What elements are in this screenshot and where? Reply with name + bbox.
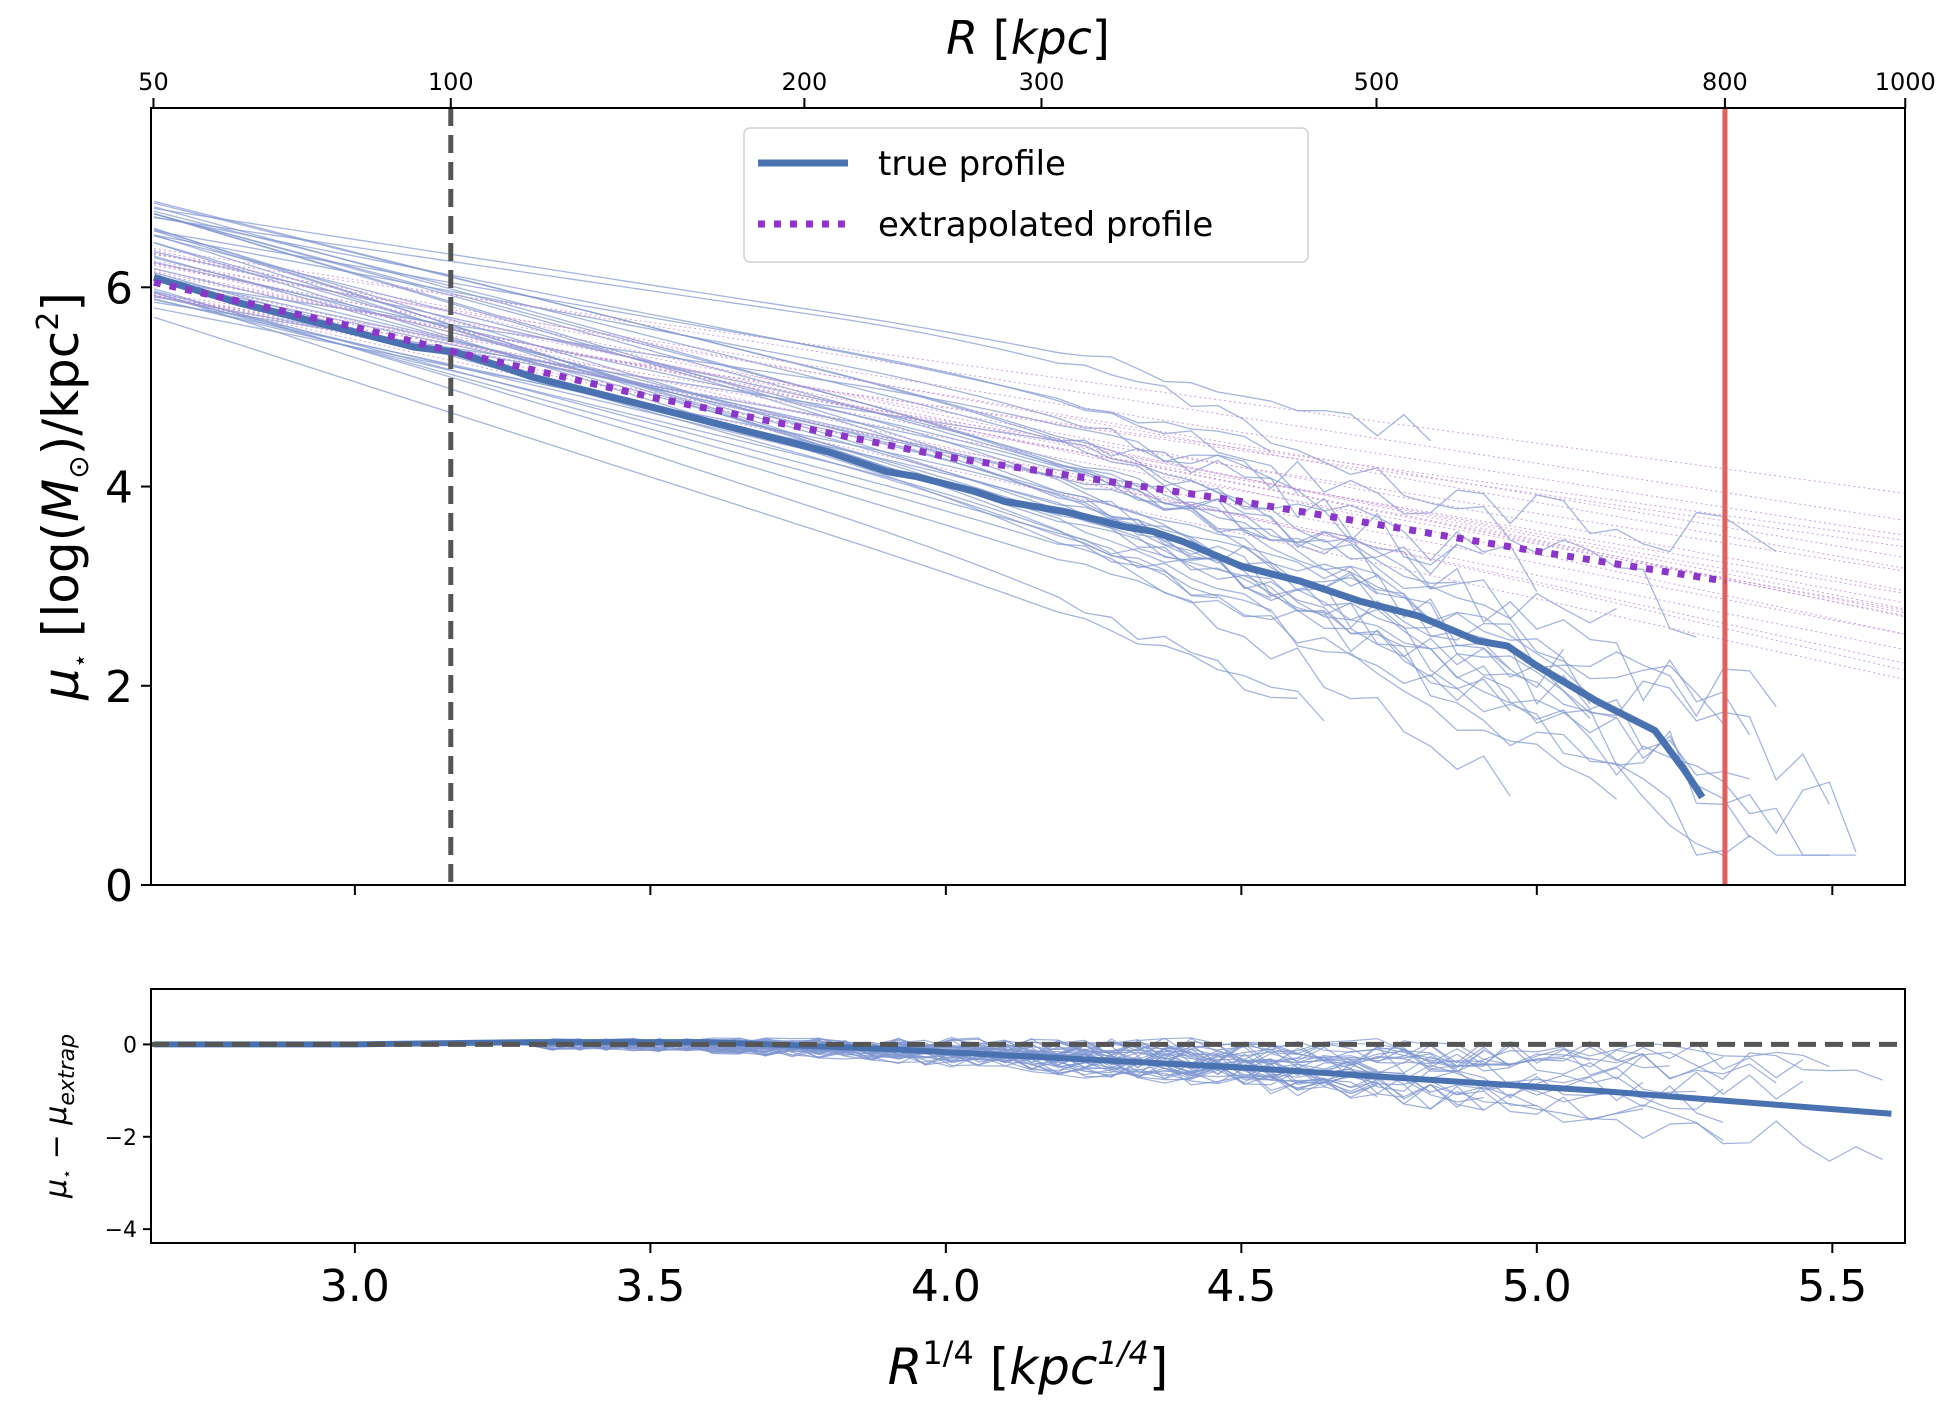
- legend-box: [743, 127, 1309, 263]
- background-extrapolation: [153, 294, 1904, 611]
- background-profile: [153, 216, 1697, 638]
- main-y-ticks: 0 2 4 6: [105, 263, 151, 912]
- main-panel: 0 2 4 6 50 100 200 300 500 800 1000: [105, 68, 1936, 912]
- background-profile: [153, 230, 1298, 495]
- top-x-tick-label: 800: [1702, 68, 1748, 96]
- background-profile: [153, 294, 1750, 780]
- background-extrapolation: [153, 271, 1904, 613]
- x-tick-label: 3.0: [320, 1261, 390, 1312]
- residual-frame: [150, 988, 1906, 1244]
- background-profile: [153, 212, 1617, 624]
- background-extrapolation: [153, 263, 1904, 536]
- background-extrapolation: [153, 260, 1904, 558]
- top-x-tick-label: 500: [1354, 68, 1400, 96]
- background-profile: [153, 229, 1272, 599]
- background-profile: [153, 216, 1272, 453]
- background-profile: [153, 290, 1511, 670]
- residual-y-ticks: 0 −2 −4: [105, 1033, 151, 1243]
- legend: true profile extrapolated profile: [743, 127, 1309, 263]
- background-profile: [153, 241, 1777, 718]
- x-tick-label: 5.0: [1502, 1261, 1572, 1312]
- residual-y-tick-label: −2: [105, 1126, 137, 1151]
- background-profile: [153, 227, 1618, 800]
- residual-y-tick-label: 0: [123, 1033, 137, 1058]
- main-x-ticks: [353, 885, 1834, 895]
- background-profile: [153, 210, 1484, 566]
- background-profile: [153, 213, 1564, 689]
- background-profile: [153, 288, 1857, 853]
- residual-y-tick-label: −4: [105, 1218, 137, 1243]
- background-profile: [153, 202, 1751, 736]
- background-profile: [153, 234, 1352, 536]
- true-profile-line: [152, 273, 1706, 800]
- background-extrapolation: [153, 294, 1904, 680]
- top-x-tick-label: 100: [428, 68, 474, 96]
- background-profile: [153, 235, 1219, 557]
- x-tick-label: 4.5: [1206, 1261, 1276, 1312]
- background-extrapolation: [153, 263, 1904, 609]
- background-profile: [153, 278, 1458, 575]
- background-profile: [153, 267, 1591, 705]
- background-profile: [153, 207, 1431, 442]
- top-x-axis-title: R [kpc]: [946, 11, 1110, 65]
- top-x-tick-label: 50: [138, 68, 169, 96]
- background-extrapolation: [153, 273, 1904, 603]
- background-extrapolation: [153, 293, 1904, 594]
- background-extrapolation: [153, 296, 1904, 541]
- residual-mean-line: [154, 1039, 1892, 1117]
- main-series: [152, 108, 1728, 885]
- top-x-tick-label: 1000: [1875, 68, 1936, 96]
- top-x-tick-label: 200: [781, 68, 827, 96]
- main-y-axis-title: μ⋆ [log(M⊙)/kpc2]: [31, 292, 95, 701]
- x-tick-label: 4.0: [911, 1261, 981, 1312]
- main-y-tick-label: 0: [105, 861, 133, 912]
- background-profile: [153, 291, 1298, 699]
- background-extrapolation: [153, 276, 1904, 664]
- top-x-tick-label: 300: [1019, 68, 1065, 96]
- background-profile: [153, 228, 1751, 838]
- background-profile: [153, 251, 1458, 584]
- background-extrapolation: [153, 296, 1904, 572]
- x-tick-label: 3.5: [615, 1261, 685, 1312]
- x-axis-title: R1/4 [kpc1/4]: [888, 1334, 1169, 1396]
- residual-x-ticks: 3.0 3.5 4.0 4.5 5.0 5.5: [320, 1243, 1867, 1312]
- main-y-tick-label: 6: [105, 263, 133, 314]
- background-extrapolation: [153, 252, 1904, 635]
- residual-panel: 3.0 3.5 4.0 4.5 5.0 5.5 0 −2 −4: [105, 988, 1906, 1312]
- legend-extrap-label: extrapolated profile: [878, 205, 1213, 245]
- extrapolated-profile-line: [153, 278, 1727, 585]
- main-y-tick-label: 4: [105, 463, 133, 514]
- background-profile: [153, 255, 1617, 734]
- background-profile: [153, 279, 1538, 593]
- main-y-tick-label: 2: [105, 662, 133, 713]
- background-extrapolation: [153, 262, 1904, 671]
- background-profiles: [153, 200, 1904, 856]
- background-profile: [153, 298, 1272, 613]
- background-extrapolation: [153, 254, 1904, 494]
- background-extrapolation: [153, 247, 1904, 521]
- background-profile: [153, 307, 1591, 696]
- top-x-ticks: 50 100 200 300 500 800 1000: [138, 68, 1936, 108]
- background-profile: [153, 316, 1325, 722]
- background-profile: [153, 292, 1511, 712]
- residual-y-axis-title: μ⋆ − μextrap: [39, 1034, 80, 1199]
- residual-series: [151, 1039, 1905, 1117]
- legend-true-label: true profile: [878, 144, 1066, 184]
- main-frame: [150, 107, 1906, 886]
- background-extrapolation: [153, 253, 1904, 569]
- background-extrapolation: [153, 264, 1904, 591]
- x-tick-label: 5.5: [1797, 1261, 1867, 1312]
